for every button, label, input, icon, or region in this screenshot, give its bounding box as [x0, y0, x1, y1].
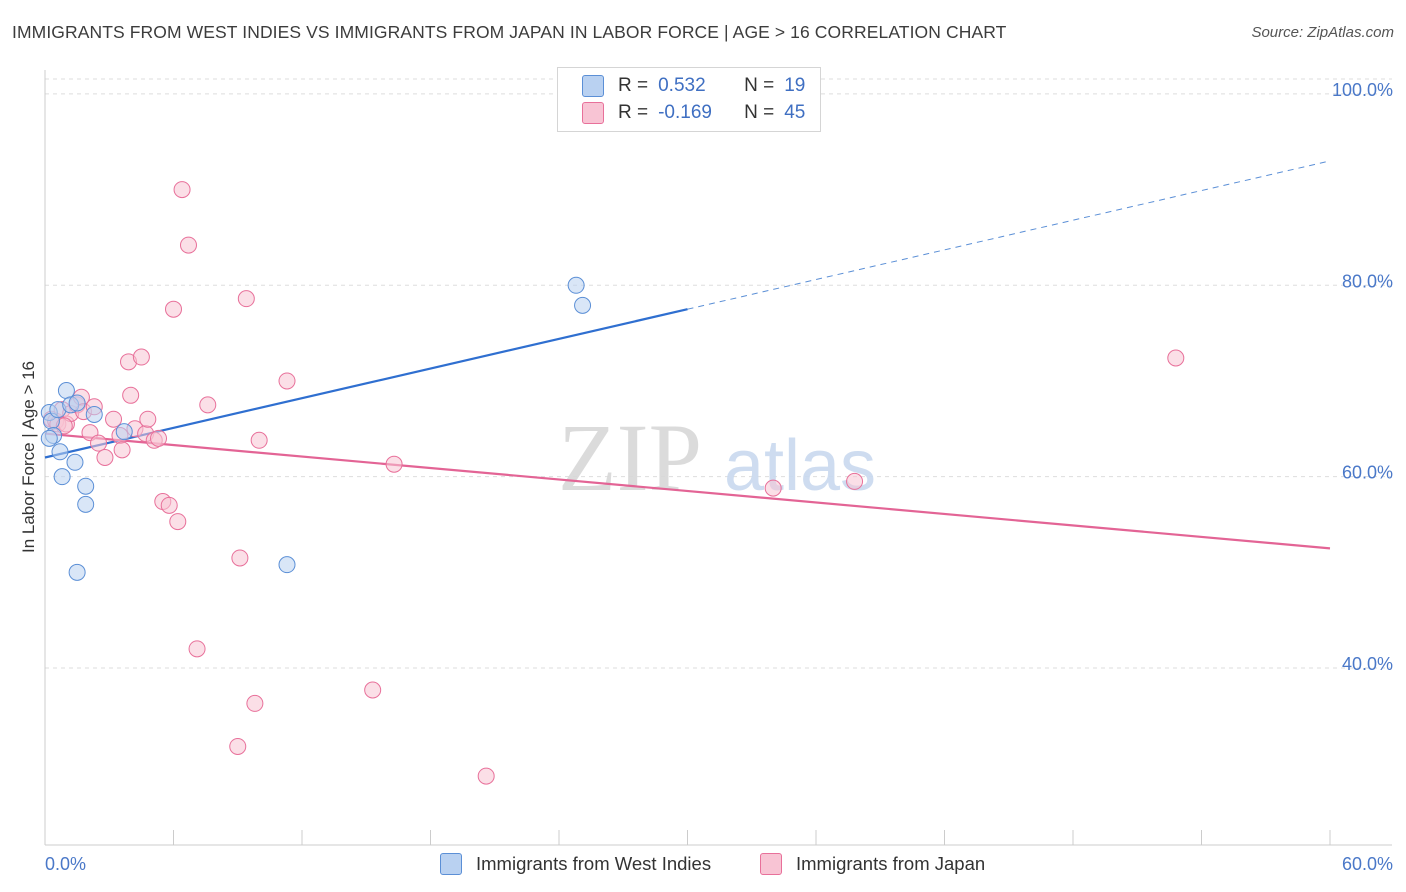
west-indies-point	[85, 405, 103, 423]
x-tick-label: 0.0%	[45, 854, 86, 874]
west-indies-point	[68, 394, 86, 412]
watermark-atlas: atlas	[724, 426, 876, 506]
y-axis-title: In Labor Force | Age > 16	[19, 361, 38, 553]
japan-point	[90, 434, 108, 452]
japan-point	[150, 429, 168, 447]
n-value: 45	[784, 102, 806, 123]
japan-point	[1167, 349, 1185, 367]
japan-point	[96, 449, 114, 466]
y-tick-label: 80.0%	[1342, 271, 1393, 291]
west-indies-point	[567, 276, 585, 294]
y-tick-label: 40.0%	[1342, 654, 1393, 674]
japan-point	[113, 441, 131, 459]
legend-label: Immigrants from Japan	[796, 853, 986, 874]
japan-point	[846, 472, 864, 490]
legend-item-west-indies[interactable]: Immigrants from West Indies	[440, 851, 711, 877]
japan-point	[173, 181, 191, 199]
japan-point	[278, 372, 296, 390]
japan-point	[169, 513, 187, 531]
japan-point	[364, 681, 382, 699]
trend-lines	[44, 160, 1331, 550]
west-indies-point	[66, 453, 84, 471]
data-points	[40, 181, 1185, 785]
japan-point	[764, 479, 782, 497]
stats-row-west-indies: R = 0.532 N = 19	[582, 73, 805, 99]
japan-point	[188, 640, 206, 658]
n-label: N =	[744, 102, 775, 123]
west-indies-point	[51, 443, 69, 461]
west-indies-point	[574, 296, 592, 314]
x-tick-label: 60.0%	[1342, 854, 1393, 874]
japan-point	[105, 410, 123, 428]
japan-point	[132, 348, 150, 366]
japan-point	[231, 549, 249, 567]
axes	[44, 70, 1392, 846]
west-indies-legend-swatch	[440, 853, 462, 875]
y-tick-label: 60.0%	[1342, 463, 1393, 483]
west-indies-point	[68, 563, 86, 581]
west-indies-point	[40, 429, 58, 447]
japan-point	[229, 737, 247, 755]
n-value: 19	[784, 75, 806, 96]
source-label: Source: ZipAtlas.com	[1251, 24, 1394, 41]
japan-point	[246, 694, 264, 712]
legend-item-japan[interactable]: Immigrants from Japan	[760, 851, 985, 877]
r-value: 0.532	[658, 75, 706, 96]
west-indies-point	[53, 468, 71, 486]
japan-point	[385, 455, 403, 473]
watermark-zip: ZIP	[558, 404, 702, 511]
axis-labels: 40.0% 60.0% 80.0% 100.0% 0.0% 60.0% In Labor F…	[19, 80, 1393, 874]
west-indies-point	[77, 477, 95, 495]
stats-legend: R = 0.532 N = 19 R = -0.169 N = 45	[557, 67, 821, 132]
japan-point	[122, 386, 140, 404]
japan-legend-swatch	[760, 853, 782, 875]
chart-title: IMMIGRANTS FROM WEST INDIES VS IMMIGRANT…	[12, 22, 1007, 42]
west-indies-point	[77, 495, 95, 513]
n-label: N =	[744, 75, 775, 96]
west-indies-trend-extension	[687, 160, 1331, 310]
west-indies-point	[57, 382, 75, 400]
japan-swatch	[582, 102, 604, 124]
west-indies-point	[115, 423, 133, 441]
japan-point	[139, 410, 157, 428]
japan-point	[179, 236, 197, 254]
japan-point	[250, 431, 268, 449]
stats-row-japan: R = -0.169 N = 45	[582, 100, 805, 126]
legend-label: Immigrants from West Indies	[476, 853, 712, 874]
japan-point	[477, 767, 495, 785]
r-label: R =	[618, 75, 649, 96]
west-indies-swatch	[582, 75, 604, 97]
japan-trend-line	[44, 432, 1331, 550]
japan-point	[160, 496, 178, 514]
west-indies-point	[278, 556, 296, 574]
japan-point	[199, 396, 217, 414]
watermark: ZIP atlas	[558, 404, 876, 511]
y-tick-label: 100.0%	[1332, 80, 1393, 100]
gridlines	[45, 78, 1392, 669]
r-label: R =	[618, 102, 649, 123]
japan-point	[165, 300, 182, 318]
r-value: -0.169	[658, 102, 712, 123]
japan-point	[237, 290, 255, 308]
